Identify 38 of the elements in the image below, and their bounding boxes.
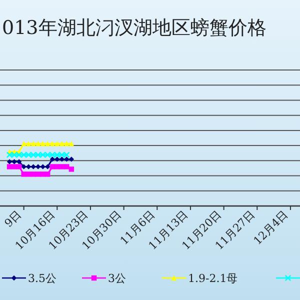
point	[50, 164, 55, 170]
point	[59, 141, 65, 146]
x-tick-label: 9日	[2, 208, 24, 230]
point	[40, 152, 46, 158]
point	[34, 152, 42, 158]
point	[64, 141, 70, 146]
point	[16, 152, 22, 158]
point	[50, 156, 55, 162]
point	[63, 152, 70, 158]
point	[44, 152, 51, 158]
point	[45, 172, 50, 177]
point	[21, 164, 26, 170]
point	[6, 152, 13, 158]
point	[58, 152, 66, 158]
point	[68, 166, 74, 172]
point	[20, 152, 28, 158]
point	[64, 164, 70, 170]
point	[40, 141, 46, 146]
point	[54, 141, 60, 146]
legend-label: 3公	[108, 272, 126, 285]
point	[21, 141, 26, 146]
point	[30, 141, 36, 146]
point	[45, 141, 50, 146]
point	[25, 152, 32, 158]
point	[49, 152, 56, 158]
point	[26, 141, 32, 146]
point	[30, 152, 37, 158]
point	[45, 164, 50, 170]
legend-label: 3.5公	[28, 272, 56, 285]
point	[21, 172, 26, 177]
point	[11, 152, 18, 158]
point	[16, 164, 22, 170]
point	[35, 141, 41, 146]
chart-title: 013年湖北汈汊湖地区螃蟹价格	[2, 17, 266, 39]
point	[68, 141, 74, 146]
legend-label: 1.9-2.1母	[188, 272, 238, 285]
point	[6, 164, 12, 170]
point	[54, 152, 60, 158]
